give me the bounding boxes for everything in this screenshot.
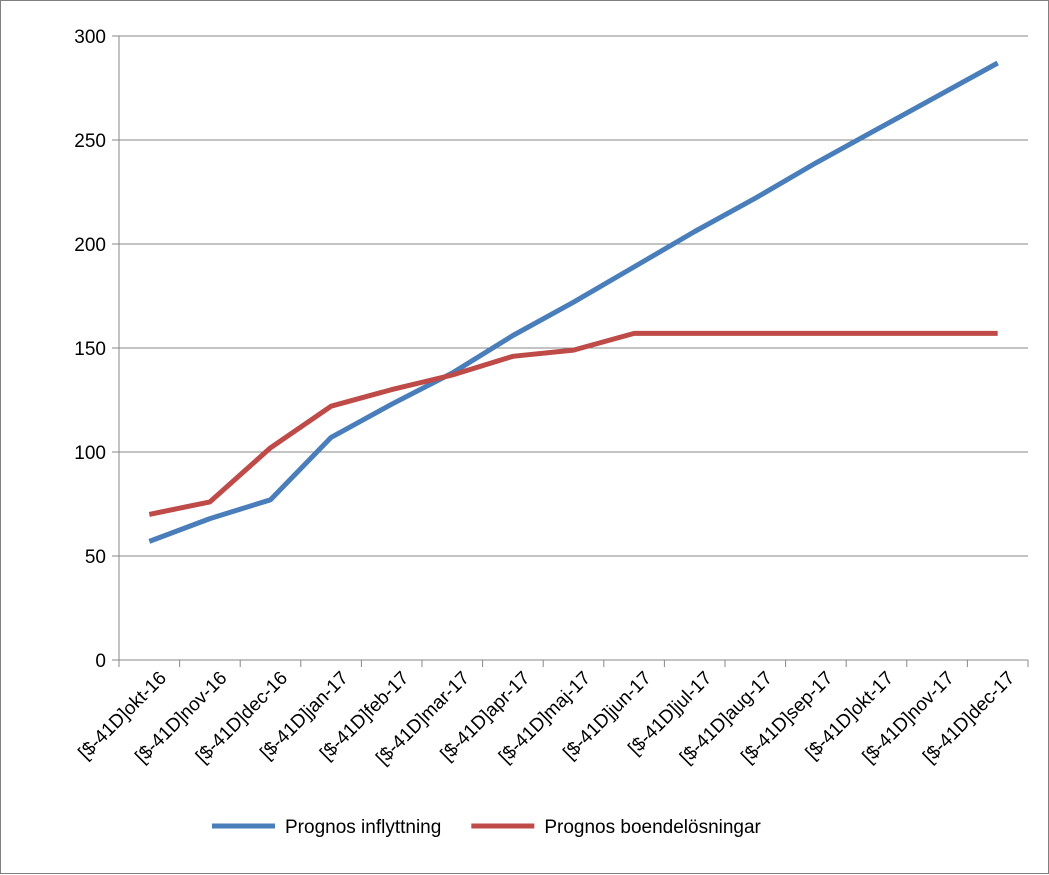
legend-label-2: Prognos boendelösningar [544, 817, 761, 838]
y-tick-label: 150 [74, 339, 106, 360]
gridlines [119, 35, 1028, 557]
series-lines [148, 60, 999, 544]
series-line-1 [148, 60, 999, 544]
y-tick-label: 0 [95, 651, 106, 672]
y-tick-label: 200 [74, 235, 106, 256]
y-tick-label: 300 [74, 27, 106, 48]
y-tick-label: 100 [74, 443, 106, 464]
legend: Prognos inflyttning Prognos boendelösning… [212, 817, 762, 838]
y-tick-labels: 0 50 100 150 200 250 300 [74, 27, 106, 672]
series-line-2 [148, 330, 998, 517]
y-tick-label: 250 [74, 131, 106, 152]
x-tick-labels: [$-41D]okt-16[$-41D]nov-16[$-41D]dec-16[… [75, 668, 1020, 769]
legend-label-1: Prognos inflyttning [285, 817, 441, 838]
y-tick-label: 50 [85, 547, 106, 568]
axes [112, 35, 1029, 667]
